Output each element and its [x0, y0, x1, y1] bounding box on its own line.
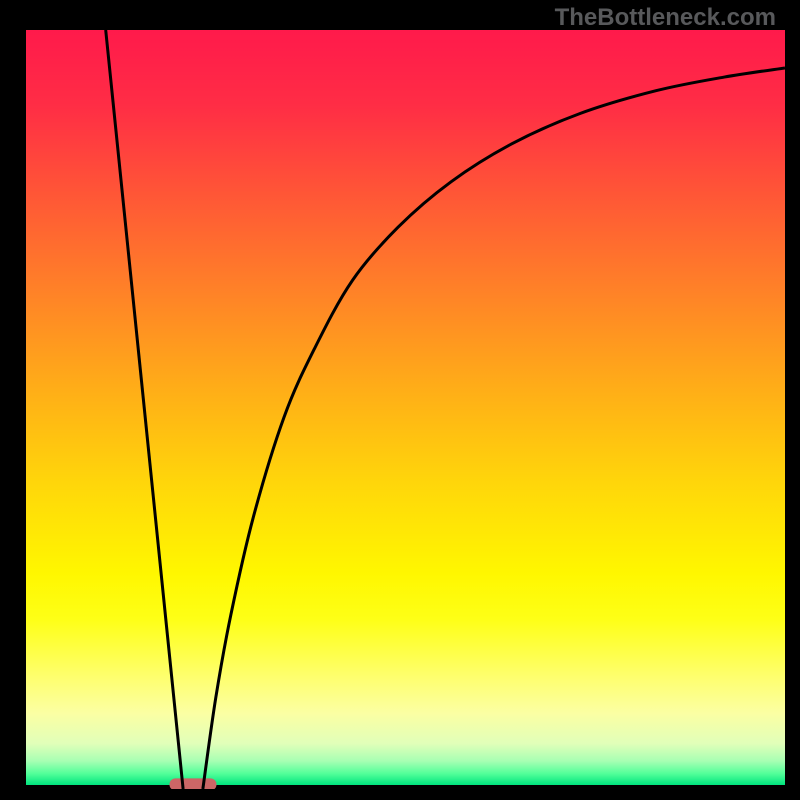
watermark-text: TheBottleneck.com: [555, 4, 776, 32]
curve-right-segment: [203, 68, 785, 789]
curve-left-segment: [106, 30, 183, 789]
bottleneck-marker: [169, 778, 216, 789]
curve-layer: [26, 30, 785, 789]
plot-area: [26, 30, 785, 785]
chart-container: TheBottleneck.com: [0, 0, 800, 800]
